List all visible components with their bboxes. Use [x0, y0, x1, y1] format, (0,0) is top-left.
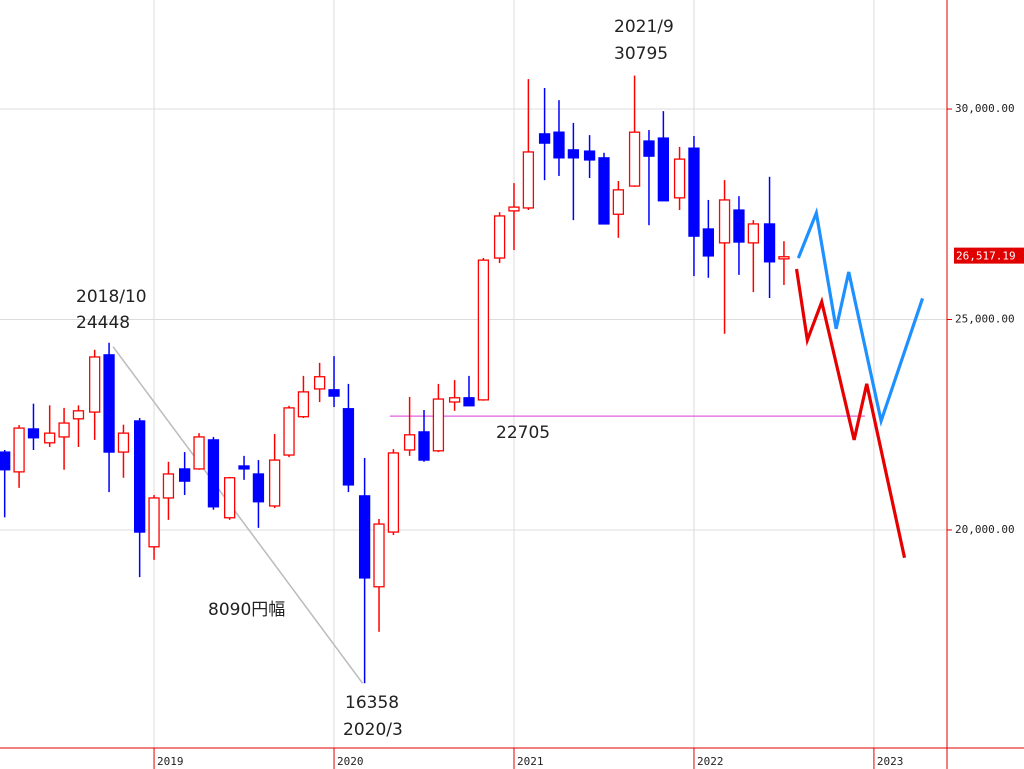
candle-body	[448, 397, 461, 403]
candle-body	[238, 465, 250, 470]
candle-body	[342, 408, 355, 486]
candle-body	[103, 354, 115, 453]
candle-body	[778, 256, 790, 260]
candle-body	[733, 209, 745, 243]
candle-body	[477, 259, 490, 401]
candle-body	[207, 439, 220, 508]
annotation: 30795	[614, 44, 668, 64]
annotation: 2021/9	[614, 17, 674, 37]
candle-body	[522, 151, 535, 209]
candle-body	[403, 434, 416, 451]
y-tick-label: 30,000.00	[955, 102, 1015, 115]
range-line	[112, 346, 364, 684]
annotation: 2018/10	[76, 287, 147, 307]
annotation: 24448	[76, 313, 130, 333]
candle-body	[567, 149, 580, 159]
x-tick-label: 2023	[877, 755, 904, 768]
candle-body	[58, 422, 70, 438]
candle-body	[252, 473, 265, 503]
last-price-label: 26,517.19	[956, 250, 1016, 263]
x-tick-label: 2021	[517, 755, 544, 768]
candle-body	[268, 459, 281, 507]
annotation: 2020/3	[343, 720, 403, 740]
candle-body	[418, 431, 430, 461]
x-tick-label: 2019	[157, 755, 184, 768]
candle-body	[763, 223, 776, 263]
forecast-line	[794, 268, 907, 559]
candle-body	[178, 468, 191, 482]
candle-body	[27, 428, 40, 439]
candle-body	[44, 432, 56, 444]
candle-body	[0, 451, 11, 471]
last-price-box	[954, 247, 1024, 264]
candle-body	[148, 497, 160, 548]
candle-body	[328, 389, 340, 397]
candle-body	[283, 407, 295, 456]
candle-body	[313, 376, 326, 390]
candle-body	[493, 215, 506, 259]
candle-body	[89, 356, 101, 413]
x-tick-label: 2020	[337, 755, 364, 768]
candle-body	[463, 397, 475, 407]
candle-body	[358, 495, 371, 579]
candle-body	[583, 150, 596, 161]
candle-body	[134, 420, 146, 533]
candle-body	[718, 199, 731, 244]
candle-body	[432, 398, 445, 452]
candle-body	[72, 410, 85, 420]
candle-body	[13, 427, 25, 473]
candle-body	[297, 391, 310, 418]
candle-body	[387, 452, 400, 533]
annotation: 8090円幅	[208, 600, 285, 620]
candle-body	[373, 523, 385, 588]
y-tick-label: 20,000.00	[955, 523, 1015, 536]
support-label: 22705	[496, 423, 550, 443]
candle-body	[688, 147, 700, 237]
candle-body	[598, 157, 610, 225]
candle-body	[657, 137, 670, 202]
candle-body	[162, 473, 175, 499]
candle-body	[747, 223, 760, 244]
candle-body	[538, 133, 551, 144]
x-tick-label: 2022	[697, 755, 724, 768]
candle-body	[553, 131, 565, 159]
candle-body	[223, 477, 236, 519]
candle-body	[612, 189, 625, 215]
annotation: 16358	[345, 693, 399, 713]
candle-body	[702, 228, 715, 257]
y-tick-label: 25,000.00	[955, 312, 1015, 325]
candle-body	[628, 131, 641, 187]
candle-body	[643, 140, 655, 157]
candle-body	[117, 432, 130, 453]
candle-body	[508, 206, 520, 212]
candle-body	[193, 436, 205, 470]
forecast-line	[796, 207, 925, 427]
candle-body	[673, 158, 686, 199]
